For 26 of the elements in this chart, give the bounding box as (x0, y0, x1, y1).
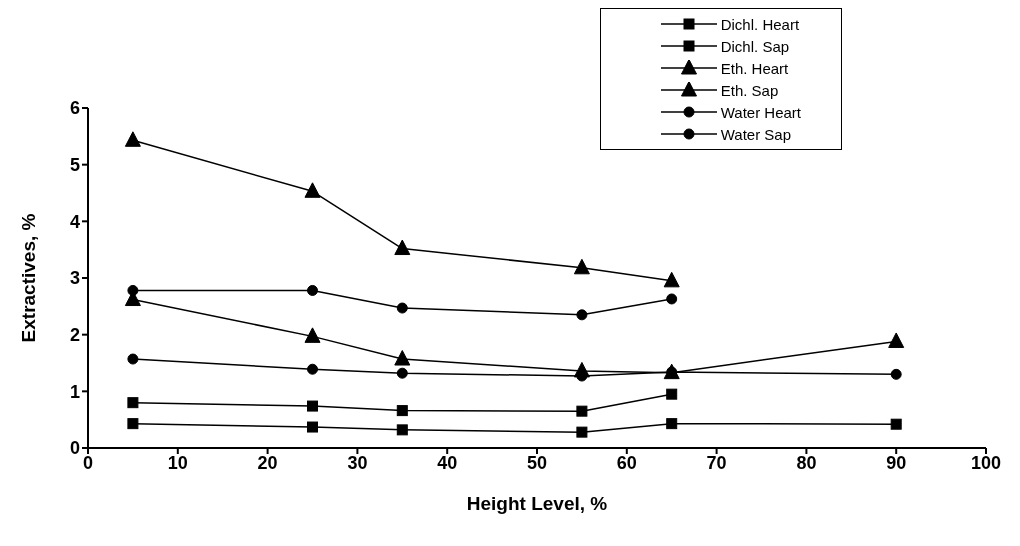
legend-label: Dichl. Sap (720, 37, 790, 55)
y-axis-title: Extractives, % (17, 213, 39, 343)
x-tick-label: 10 (167, 452, 188, 473)
x-tick-label: 40 (437, 452, 458, 473)
x-tick-label: 0 (82, 452, 94, 473)
legend-label: Water Sap (720, 125, 792, 143)
x-tick-label: 90 (886, 452, 907, 473)
y-tick-label: 3 (69, 268, 80, 289)
x-tick-label: 100 (970, 452, 1002, 473)
legend-label: Dichl. Heart (720, 15, 800, 33)
x-tick-label: 20 (257, 452, 278, 473)
x-tick-label: 60 (616, 452, 637, 473)
y-tick-label: 6 (69, 98, 80, 119)
x-axis-title: Height Level, % (466, 493, 608, 514)
y-tick-label: 2 (69, 325, 80, 346)
legend-label: Eth. Sap (720, 81, 779, 99)
legend-label: Water Heart (720, 103, 801, 121)
x-tick-label: 80 (796, 452, 817, 473)
y-tick-label: 5 (69, 155, 80, 176)
legend-label: Eth. Heart (720, 59, 789, 77)
y-tick-label: 1 (69, 381, 80, 402)
y-tick-label: 0 (69, 438, 80, 459)
y-tick-label: 4 (69, 211, 80, 232)
x-tick-label: 30 (347, 452, 368, 473)
x-tick-label: 50 (526, 452, 548, 473)
x-tick-label: 70 (706, 452, 727, 473)
